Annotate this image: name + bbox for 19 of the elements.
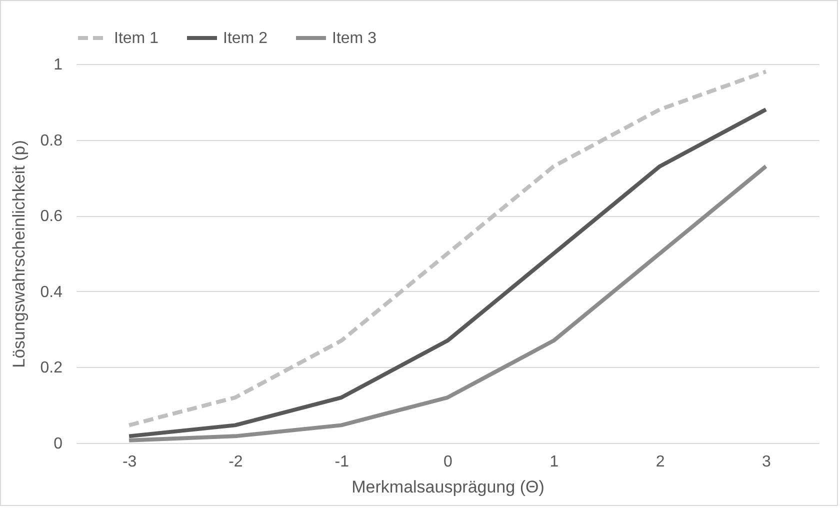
y-tick-label: 0 — [54, 436, 63, 452]
line-series — [127, 164, 768, 442]
x-tick-label: -1 — [334, 454, 350, 470]
x-tick-label: 3 — [762, 454, 771, 470]
y-tick-label: 0.4 — [40, 284, 63, 301]
x-tick-label: 2 — [656, 454, 665, 470]
legend-label: Item 2 — [223, 30, 268, 47]
y-tick-label: 0.2 — [40, 360, 63, 377]
x-tick-label: 1 — [550, 454, 559, 470]
x-tick-label: 0 — [444, 454, 453, 470]
legend-label: Item 3 — [332, 30, 377, 47]
y-tick-label: 1 — [54, 56, 63, 74]
x-axis-title: Merkmalsausprägung (Θ) — [352, 478, 544, 496]
x-tick-label: -2 — [228, 454, 243, 470]
x-tick-label: -3 — [122, 454, 137, 470]
y-tick-label: 0.8 — [40, 132, 63, 150]
y-tick-label: 0.6 — [40, 208, 63, 226]
legend-label: Item 1 — [114, 30, 159, 47]
y-axis-title: Lösungswahrscheinlichkeit (p) — [9, 140, 28, 368]
